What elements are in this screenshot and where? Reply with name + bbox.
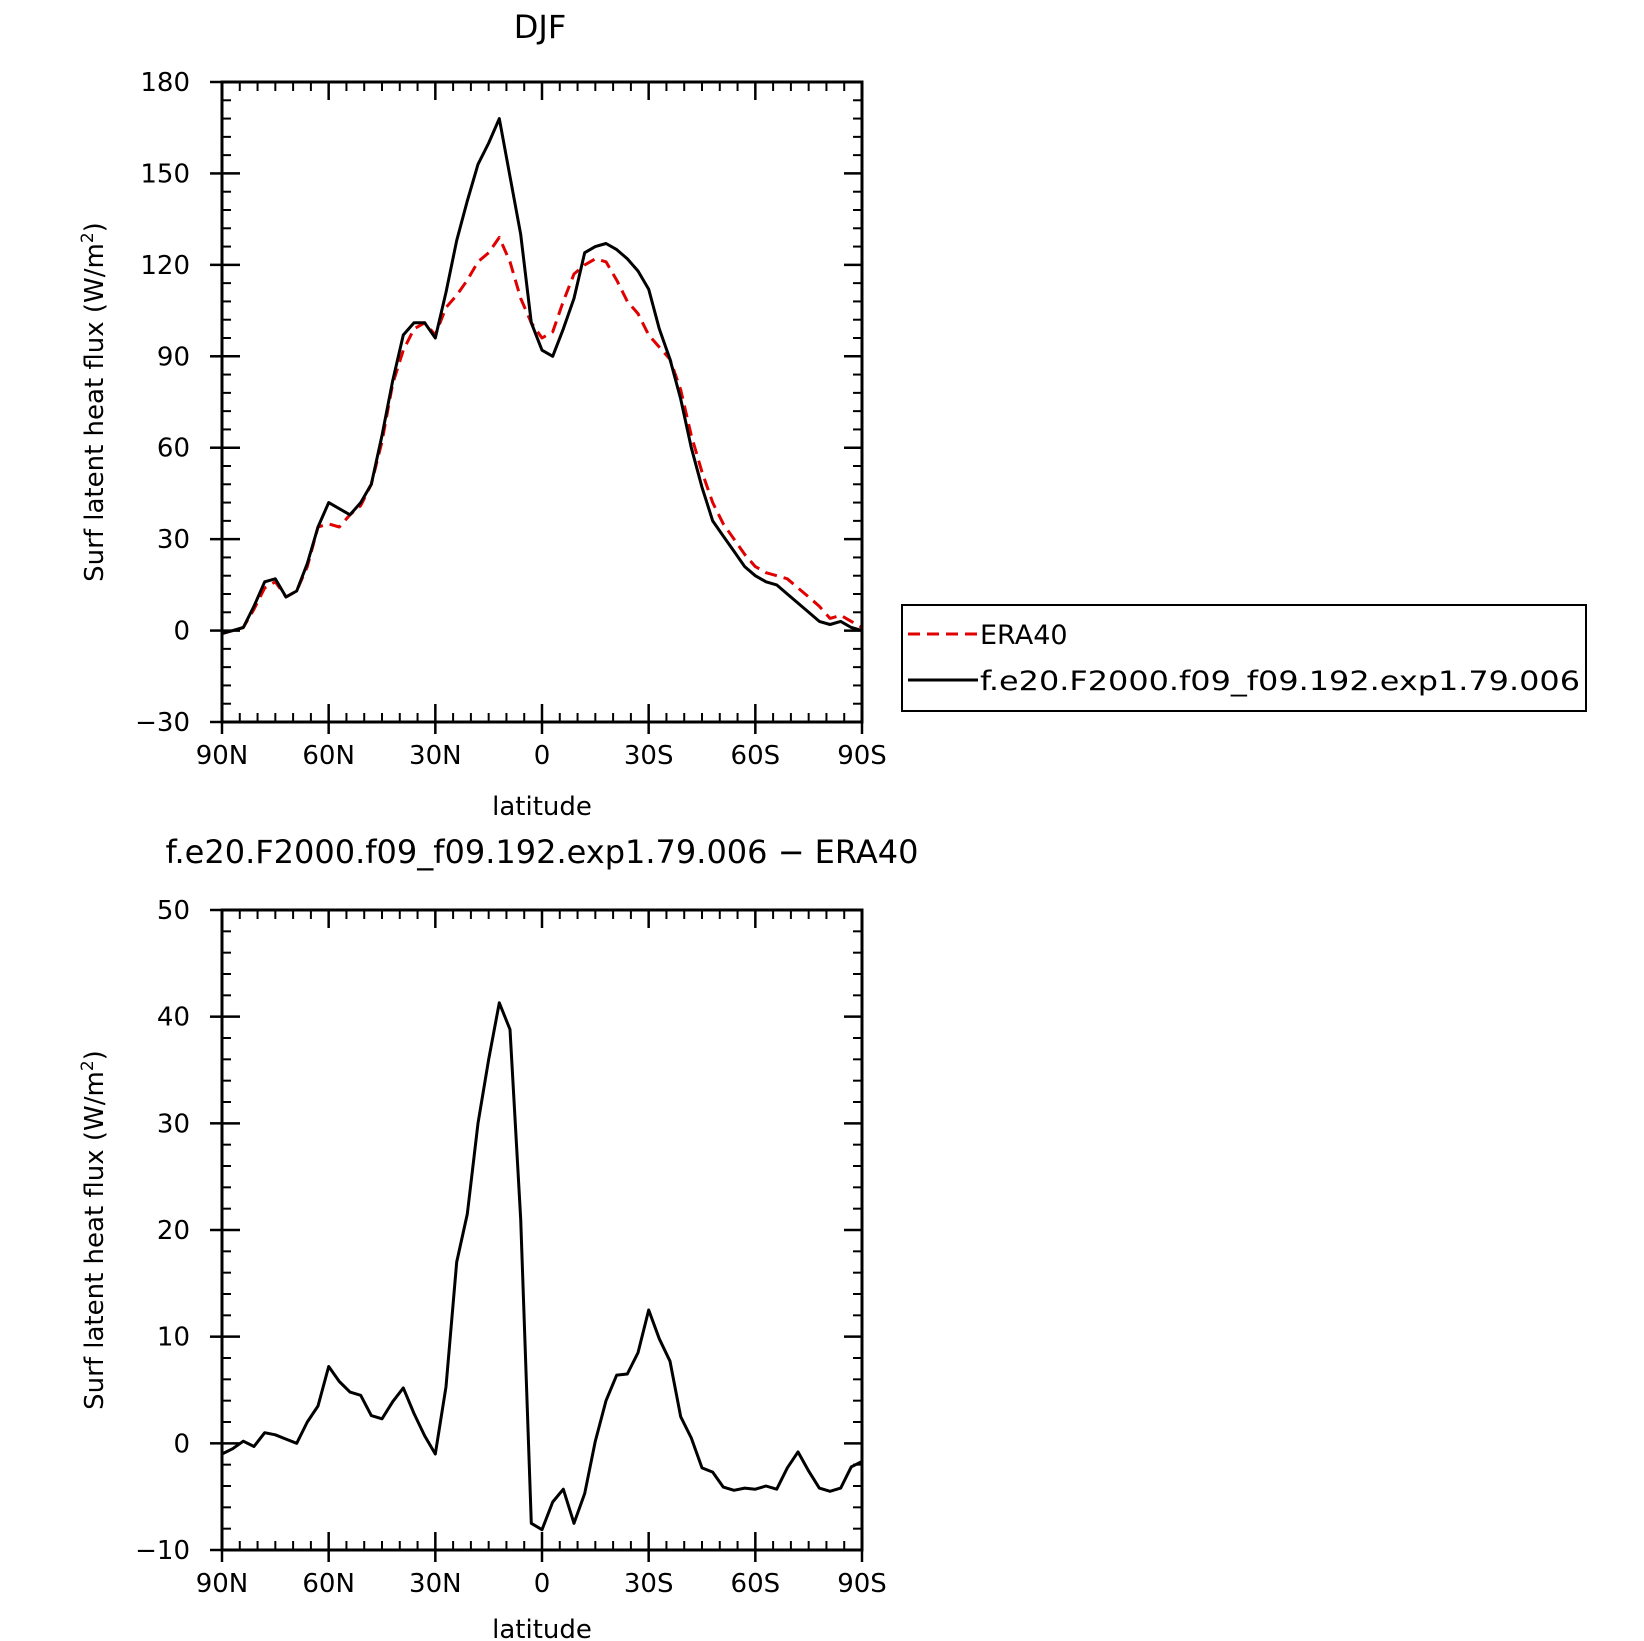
series-line-era40 xyxy=(221,235,863,636)
series-line-model xyxy=(221,117,863,636)
x-tick-label: 30S xyxy=(624,1569,674,1599)
x-tick-label: 60N xyxy=(302,1569,355,1599)
y-tick-label: 150 xyxy=(140,159,190,189)
y-tick-label: 30 xyxy=(157,1109,190,1139)
y-axis-title-main: Surf latent heat flux (W/m xyxy=(80,1071,110,1410)
x-tick-label: 90S xyxy=(837,1569,887,1599)
legend-label-era40: ERA40 xyxy=(980,620,1068,651)
y-tick-label: 50 xyxy=(157,896,190,926)
y-tick-label: 0 xyxy=(173,1429,190,1459)
x-tick-label: 90S xyxy=(837,741,887,771)
y-axis-title-close: ) xyxy=(80,222,110,232)
x-tick-label: 60N xyxy=(302,741,355,771)
y-tick-label: 90 xyxy=(157,342,190,372)
y-axis-title-sup: 2 xyxy=(78,1060,98,1071)
y-axis-title-sup: 2 xyxy=(78,232,98,243)
y-tick-label: 30 xyxy=(157,525,190,555)
y-tick-label: −10 xyxy=(135,1536,190,1566)
legend-label-model: f.e20.F2000.f09_f09.192.exp1.79.006 xyxy=(980,666,1580,697)
x-tick-label: 0 xyxy=(534,741,551,771)
y-tick-label: 60 xyxy=(157,434,190,464)
plot-frame xyxy=(220,908,864,1552)
legend-box xyxy=(901,604,1587,712)
y-tick-label: 20 xyxy=(157,1216,190,1246)
x-tick-label: 30S xyxy=(624,741,674,771)
y-tick-label: 10 xyxy=(157,1323,190,1353)
y-tick-label: 120 xyxy=(140,251,190,281)
y-axis-title: Surf latent heat flux (W/m2) xyxy=(78,1050,110,1410)
x-tick-label: 30N xyxy=(409,1569,462,1599)
y-tick-label: 0 xyxy=(173,617,190,647)
y-tick-label: 180 xyxy=(140,68,190,98)
top-chart: DJF 90N 60N 30N 0 30S 60S 90S −30 0 30 60 90 120 150 1… xyxy=(78,8,887,822)
y-axis-title: Surf latent heat flux (W/m2) xyxy=(78,222,110,582)
x-tick-label: 60S xyxy=(731,741,781,771)
plot-frame xyxy=(220,80,864,724)
legend: ERA40 f.e20.F2000.f09_f09.192.exp1.79.00… xyxy=(901,604,1587,712)
y-axis-title-close: ) xyxy=(80,1050,110,1060)
bottom-chart: f.e20.F2000.f09_f09.192.exp1.79.006 − ER… xyxy=(78,833,918,1641)
y-axis-title-main: Surf latent heat flux (W/m xyxy=(80,243,110,582)
x-tick-label: 30N xyxy=(409,741,462,771)
series-line-difference xyxy=(221,1001,863,1532)
x-tick-label: 0 xyxy=(534,1569,551,1599)
x-tick-label: 60S xyxy=(731,1569,781,1599)
chart-title: f.e20.F2000.f09_f09.192.exp1.79.006 − ER… xyxy=(166,833,919,871)
y-tick-label: 40 xyxy=(157,1003,190,1033)
chart-title: DJF xyxy=(514,8,566,46)
x-tick-label: 90N xyxy=(196,741,249,771)
x-tick-label: 90N xyxy=(196,1569,249,1599)
x-axis-title: latitude xyxy=(492,792,592,822)
y-tick-label: −30 xyxy=(135,708,190,738)
x-axis-title: latitude xyxy=(492,1615,592,1641)
